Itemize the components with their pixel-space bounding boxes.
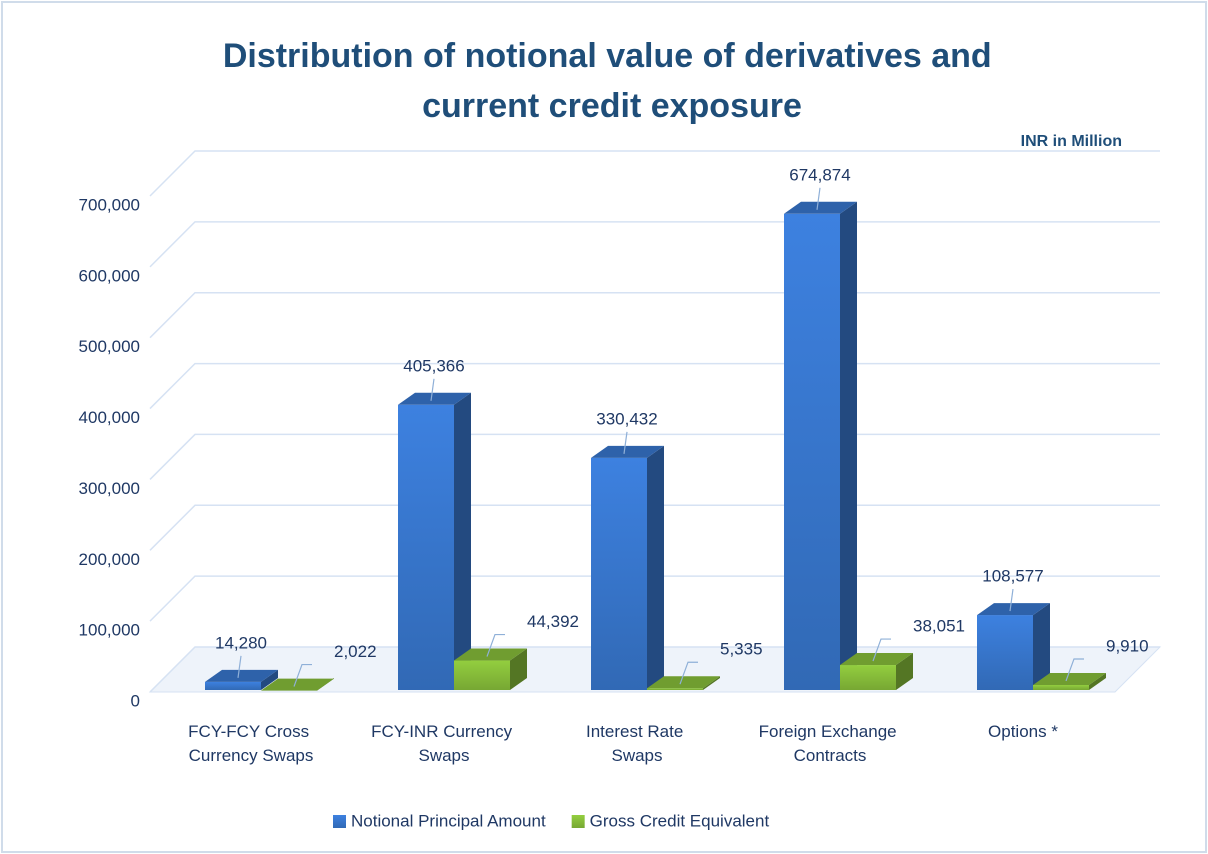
- bar-top: [591, 445, 664, 458]
- bar: [784, 201, 857, 690]
- bar-top: [454, 648, 527, 661]
- grid-line: [149, 150, 1160, 197]
- bar-front: [1033, 684, 1089, 690]
- y-tick-label: 100,000: [79, 621, 140, 640]
- x-tick-label: FCY-INR Currency Swaps: [371, 722, 517, 765]
- bar-front: [647, 688, 703, 690]
- bar-side: [1033, 603, 1050, 690]
- chart-title: Distribution of notional value of deriva…: [223, 37, 1001, 125]
- bar-side: [261, 669, 278, 690]
- leader-line: [623, 431, 628, 454]
- bar-side: [454, 392, 471, 690]
- data-label: 5,335: [720, 640, 763, 659]
- x-tick-label: Foreign Exchange Contracts: [759, 722, 902, 765]
- bar-front: [840, 665, 896, 690]
- bar: [398, 392, 471, 690]
- data-label: 405,366: [403, 356, 464, 375]
- data-label: 9,910: [1106, 636, 1149, 655]
- bar-top: [398, 392, 471, 405]
- data-label: 108,577: [982, 567, 1043, 586]
- data-label: 38,051: [913, 617, 965, 636]
- bar: [261, 678, 334, 691]
- x-tick-label: FCY-FCY Cross Currency Swaps: [188, 722, 314, 765]
- leader-line: [486, 633, 505, 657]
- leader-line: [430, 378, 435, 401]
- bar-top: [261, 678, 334, 691]
- bar: [840, 653, 913, 690]
- leader-line: [293, 663, 312, 687]
- legend-label: Gross Credit Equivalent: [590, 811, 770, 830]
- data-label: 674,874: [789, 165, 850, 184]
- bar-top: [977, 603, 1050, 616]
- x-tick-label: Interest Rate Swaps: [586, 722, 688, 765]
- bar-side: [510, 648, 527, 690]
- bar-front: [205, 681, 261, 690]
- data-label: 330,432: [596, 409, 657, 428]
- leader-line: [679, 661, 698, 685]
- y-tick-label: 0: [131, 691, 140, 710]
- bar: [1033, 672, 1106, 690]
- bar-front: [784, 213, 840, 690]
- leader-line: [237, 655, 242, 678]
- x-tick-label: Options *: [988, 722, 1058, 741]
- bar-side: [703, 676, 720, 690]
- bar-side: [1089, 672, 1106, 690]
- leader-line: [1009, 588, 1014, 612]
- bar-front: [977, 615, 1033, 690]
- bar: [647, 676, 720, 690]
- bar-top: [1033, 672, 1106, 685]
- bar: [205, 669, 278, 690]
- y-tick-label: 400,000: [79, 408, 140, 427]
- bar-side: [896, 653, 913, 690]
- y-tick-label: 700,000: [79, 195, 140, 214]
- data-label: 44,392: [527, 612, 579, 631]
- bar-side: [840, 201, 857, 690]
- bar: [591, 445, 664, 690]
- bar: [454, 648, 527, 690]
- legend-label: Notional Principal Amount: [351, 811, 546, 830]
- bar-top: [840, 653, 913, 666]
- bar-front: [591, 457, 647, 690]
- bar-top: [784, 201, 857, 214]
- bar-side: [647, 445, 664, 690]
- bar-top: [205, 669, 278, 682]
- y-tick-label: 300,000: [79, 479, 140, 498]
- y-tick-label: 500,000: [79, 337, 140, 356]
- bar-front: [454, 660, 510, 690]
- legend-swatch: [571, 815, 585, 828]
- chart-subtitle: INR in Million: [1021, 133, 1122, 150]
- leader-line: [816, 187, 821, 210]
- bar: [977, 603, 1050, 690]
- data-label: 2,022: [334, 642, 377, 661]
- y-tick-label: 600,000: [79, 266, 140, 285]
- y-tick-label: 200,000: [79, 550, 140, 569]
- legend-swatch: [333, 815, 346, 828]
- leader-line: [872, 638, 891, 662]
- bar-top: [647, 676, 720, 689]
- bar-front: [398, 404, 454, 690]
- data-label: 14,280: [215, 633, 267, 652]
- leader-line: [1065, 658, 1084, 682]
